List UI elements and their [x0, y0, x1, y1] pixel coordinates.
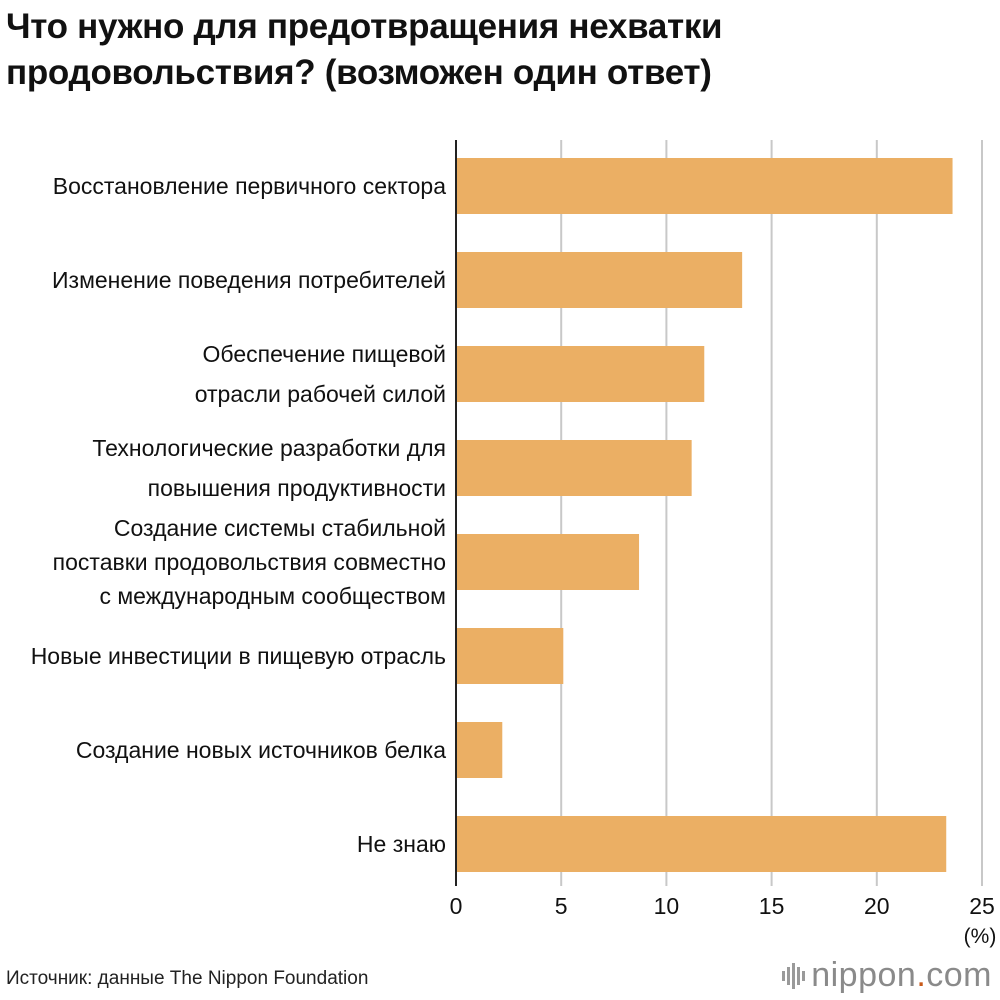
- x-tick-label-25: 25: [969, 893, 995, 919]
- category-label-4-1: поставки продовольствия совместно: [53, 549, 446, 575]
- category-label-4-2: с международным сообществом: [99, 583, 446, 609]
- x-tick-labels: 0 5 10 15 20 25 (%): [450, 893, 997, 948]
- chart-title-line-1: Что нужно для предотвращения нехватки: [6, 7, 723, 46]
- grid-lines: [560, 140, 983, 886]
- source-note: Источник: данные The Nippon Foundation: [6, 968, 369, 989]
- category-label-7-0: Не знаю: [357, 831, 446, 857]
- logo-text-dot: .: [916, 956, 927, 994]
- category-label-2-0: Обеспечение пищевой: [203, 341, 446, 367]
- x-tick-label-0: 0: [450, 893, 463, 919]
- bar-6: [456, 722, 503, 778]
- logo-mark-icon: [782, 962, 806, 990]
- nippon-logo: nippon.com: [782, 956, 992, 995]
- x-tick-label-15: 15: [759, 893, 785, 919]
- bars: [456, 158, 953, 872]
- chart-title-line-2: продовольствия? (возможен один ответ): [6, 53, 712, 92]
- x-tick-label-20: 20: [864, 893, 890, 919]
- category-labels: Восстановление первичного сектора Изменен…: [31, 173, 447, 857]
- category-label-5-0: Новые инвестиции в пищевую отрасль: [31, 643, 446, 669]
- x-tick-label-10: 10: [654, 893, 680, 919]
- x-tick-label-5: 5: [555, 893, 568, 919]
- bar-4: [456, 534, 640, 590]
- bar-7: [456, 816, 947, 872]
- bar-5: [456, 628, 564, 684]
- x-unit-label: (%): [964, 925, 997, 948]
- category-label-3-1: повышения продуктивности: [148, 475, 446, 501]
- category-label-3-0: Технологические разработки для: [92, 435, 446, 461]
- logo-text-main: nippon: [811, 956, 917, 994]
- bar-3: [456, 440, 692, 496]
- category-label-1-0: Изменение поведения потребителей: [52, 267, 446, 293]
- bar-2: [456, 346, 705, 402]
- bar-0: [456, 158, 953, 214]
- category-label-0-0: Восстановление первичного сектора: [53, 173, 446, 199]
- logo-text-suffix: com: [926, 956, 992, 994]
- category-label-6-0: Создание новых источников белка: [76, 737, 446, 763]
- chart-title: Что нужно для предотвращения нехватки пр…: [6, 4, 986, 96]
- bar-1: [456, 252, 743, 308]
- category-label-4-0: Создание системы стабильной: [114, 515, 446, 541]
- category-label-2-1: отрасли рабочей силой: [195, 381, 446, 407]
